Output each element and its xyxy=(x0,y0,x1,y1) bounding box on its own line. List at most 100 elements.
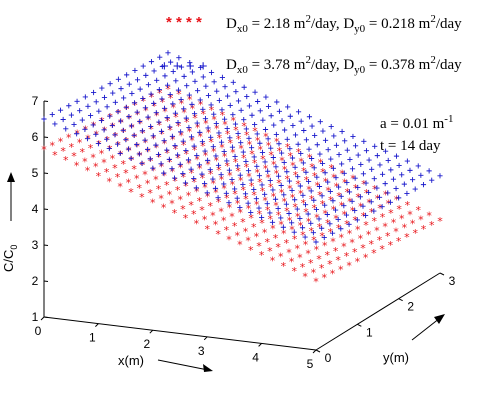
data-point: * xyxy=(218,205,224,218)
data-point: * xyxy=(191,176,197,189)
data-point xyxy=(279,150,285,156)
data-point xyxy=(235,130,241,136)
y-tick-label: 0 xyxy=(325,351,332,365)
data-point xyxy=(305,178,312,185)
data-point xyxy=(238,140,244,146)
data-point: * xyxy=(176,88,182,101)
data-point xyxy=(330,165,336,171)
data-point: * xyxy=(274,168,280,181)
data-point: * xyxy=(289,256,295,269)
data-point xyxy=(379,204,385,210)
z-tick-mark xyxy=(43,280,49,282)
data-point: * xyxy=(88,142,94,155)
data-point: * xyxy=(346,259,352,272)
data-point xyxy=(366,189,372,196)
data-point xyxy=(322,202,328,208)
data-point: * xyxy=(204,223,210,236)
data-point xyxy=(200,106,206,112)
data-point xyxy=(170,68,176,75)
data-point xyxy=(313,206,320,213)
data-point: * xyxy=(128,186,134,199)
data-point: * xyxy=(194,218,200,231)
data-point xyxy=(161,170,167,176)
data-point xyxy=(352,175,358,181)
data-point xyxy=(219,107,225,113)
data-point xyxy=(257,108,263,114)
data-point xyxy=(295,109,302,115)
z-tick-label: 3 xyxy=(32,238,39,252)
data-point xyxy=(343,212,350,218)
data-point xyxy=(132,67,138,74)
data-point: * xyxy=(180,203,186,216)
data-point xyxy=(240,149,246,155)
data-point: * xyxy=(71,150,77,163)
data-point: * xyxy=(214,123,220,136)
data-point: * xyxy=(167,124,173,137)
data-point xyxy=(82,94,88,100)
data-point xyxy=(212,185,219,191)
data-point xyxy=(383,148,389,154)
legend: * * * * Dx0 = 2.18 m2/day, Dy0 = 0.218 m… xyxy=(160,13,462,76)
data-point: * xyxy=(372,183,378,196)
data-point: * xyxy=(388,239,394,252)
data-point: * xyxy=(291,265,297,278)
data-point: * xyxy=(145,146,151,159)
data-point: * xyxy=(234,229,240,242)
data-point xyxy=(57,107,64,113)
data-point xyxy=(291,229,297,235)
data-point: * xyxy=(366,197,372,210)
data-point xyxy=(316,216,322,222)
data-point: * xyxy=(238,175,244,188)
data-point xyxy=(409,177,416,183)
data-point xyxy=(181,73,187,79)
data-point xyxy=(300,160,306,166)
data-point: * xyxy=(201,108,207,121)
data-point: * xyxy=(142,168,148,181)
data-point: * xyxy=(437,215,443,228)
data-point xyxy=(211,111,217,117)
data-point: * xyxy=(293,169,299,182)
data-point xyxy=(407,167,413,173)
data-point xyxy=(372,143,378,149)
data-point: * xyxy=(151,132,157,145)
data-point xyxy=(230,112,236,118)
data-point: * xyxy=(216,196,222,209)
data-point xyxy=(242,191,249,197)
data-point xyxy=(426,168,432,174)
data-point: * xyxy=(104,166,110,179)
data-point xyxy=(283,201,289,207)
data-point xyxy=(140,63,146,69)
data-point xyxy=(316,183,323,190)
data-point xyxy=(235,98,242,104)
data-point xyxy=(415,163,421,169)
data-point xyxy=(194,152,200,159)
data-point xyxy=(321,234,327,241)
data-point xyxy=(330,198,336,204)
data-point xyxy=(128,155,134,161)
data-point xyxy=(74,98,80,104)
y-tick-label: 2 xyxy=(407,300,414,314)
data-point xyxy=(156,87,162,93)
data-point: * xyxy=(245,235,251,248)
data-point xyxy=(82,126,88,132)
data-point xyxy=(144,146,151,153)
data-point: * xyxy=(255,134,261,147)
data-point: * xyxy=(281,228,287,241)
x-direction-arrow xyxy=(157,359,213,372)
data-point xyxy=(325,179,331,185)
data-point xyxy=(385,157,391,164)
data-point xyxy=(248,145,255,151)
data-point: * xyxy=(197,195,203,208)
data-point: * xyxy=(262,226,268,239)
data-point xyxy=(134,77,141,83)
data-point: * xyxy=(265,204,271,217)
data-point xyxy=(322,170,328,176)
data-point: * xyxy=(224,192,230,205)
data-point: * xyxy=(265,236,271,249)
data-point xyxy=(320,128,326,134)
data-point: * xyxy=(256,240,262,253)
data-point: * xyxy=(153,174,159,187)
data-point: * xyxy=(241,184,247,197)
data-point: * xyxy=(232,188,238,201)
data-point xyxy=(63,126,69,132)
